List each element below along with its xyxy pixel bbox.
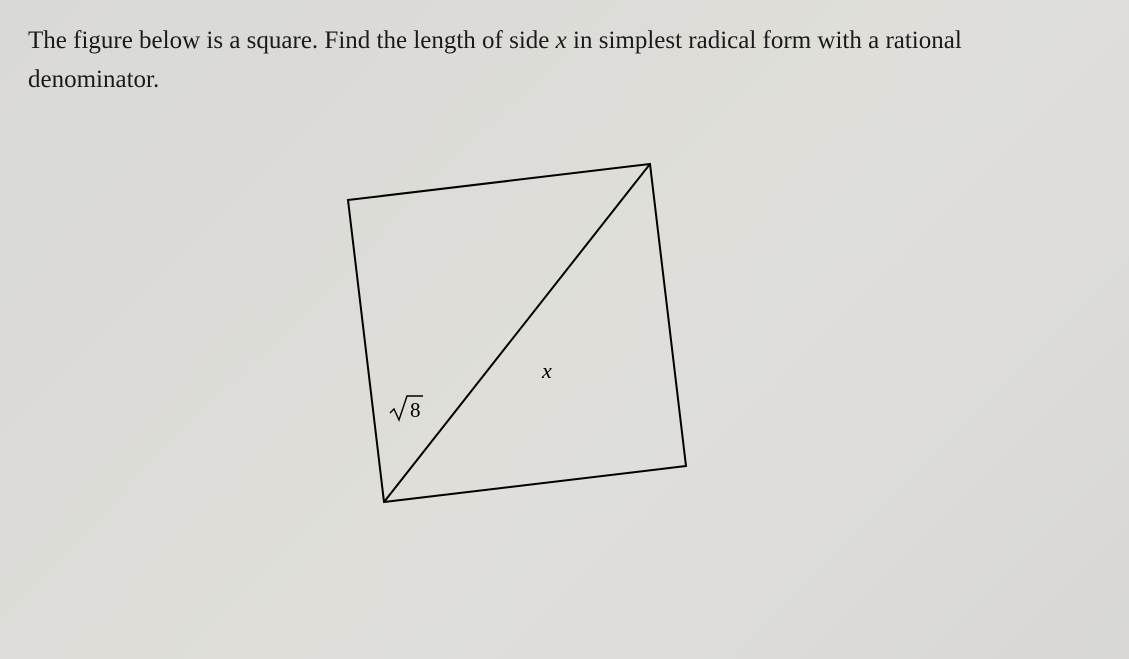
radical-symbol-icon (390, 396, 423, 420)
square-diagonal (384, 164, 650, 502)
diagonal-label-x: x (541, 358, 552, 383)
square-polygon (348, 164, 686, 502)
side-label-sqrt8: 8 (390, 396, 423, 422)
radicand-8: 8 (410, 398, 421, 422)
problem-statement: The figure below is a square. Find the l… (28, 22, 1098, 100)
square-shape (348, 164, 686, 502)
variable-x: x (556, 27, 567, 54)
problem-text-part1: The figure below is a square. Find the l… (28, 27, 556, 54)
